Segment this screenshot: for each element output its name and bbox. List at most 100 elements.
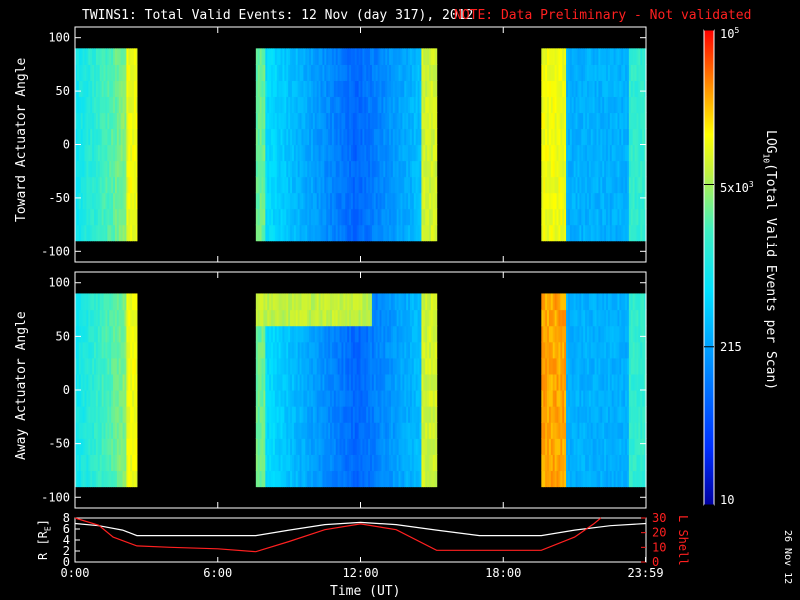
heatmap-cell: [362, 176, 365, 194]
heatmap-cell: [413, 470, 417, 488]
heatmap-cell: [276, 160, 280, 178]
heatmap-cell: [596, 390, 600, 407]
heatmap-cell: [109, 341, 112, 359]
heatmap-cell: [301, 48, 304, 65]
heatmap-cell: [111, 128, 114, 146]
heatmap-cell: [623, 176, 626, 194]
heatmap-cell: [366, 373, 369, 391]
heatmap-cell: [377, 144, 381, 162]
heatmap-cell: [547, 96, 550, 114]
heatmap-cell: [389, 48, 392, 65]
heatmap-cell: [312, 48, 316, 65]
heatmap-cell: [390, 144, 394, 162]
heatmap-cell: [90, 293, 93, 311]
heatmap-cell: [114, 422, 118, 439]
heatmap-cell: [78, 224, 82, 242]
heatmap-cell: [320, 48, 324, 65]
heatmap-cell: [113, 208, 116, 226]
heatmap-cell: [548, 192, 552, 210]
heatmap-cell: [280, 390, 284, 407]
heatmap-cell: [609, 422, 613, 439]
heatmap-cell: [324, 438, 327, 455]
heatmap-cell: [619, 112, 622, 130]
heatmap-cell: [134, 48, 137, 65]
heatmap-cell: [644, 80, 647, 98]
heatmap-cell: [286, 208, 289, 226]
heatmap-cell: [564, 357, 567, 375]
heatmap-cell: [600, 373, 603, 391]
heatmap-cell: [541, 325, 544, 343]
heatmap-cell: [113, 373, 116, 391]
heatmap-cell: [362, 373, 365, 391]
heatmap-cell: [617, 406, 620, 423]
heatmap-cell: [278, 176, 282, 194]
heatmap-cell: [88, 176, 91, 194]
heatmap-cell: [311, 224, 314, 242]
heatmap-cell: [265, 144, 268, 162]
heatmap-cell: [541, 454, 544, 472]
heatmap-cell: [269, 357, 272, 375]
heatmap-cell: [611, 325, 615, 343]
heatmap-cell: [398, 309, 402, 327]
heatmap-cell: [402, 470, 405, 488]
heatmap-cell: [305, 144, 308, 162]
heatmap-cell: [107, 357, 110, 375]
heatmap-cell: [632, 48, 636, 65]
heatmap-cell: [598, 422, 601, 439]
heatmap-cell: [331, 64, 335, 82]
heatmap-cell: [567, 112, 571, 130]
heatmap-cell: [590, 112, 594, 130]
heatmap-cell: [626, 48, 630, 65]
heatmap-cell: [114, 144, 118, 162]
heatmap-cell: [630, 454, 634, 472]
heatmap-cell: [364, 64, 367, 82]
heatmap-cell: [588, 96, 592, 114]
heatmap-cell: [613, 128, 617, 146]
heatmap-cell: [297, 192, 301, 210]
heatmap-cell: [358, 96, 362, 114]
heatmap-cell: [415, 208, 419, 226]
heatmap-cell: [255, 390, 259, 407]
heatmap-cell: [387, 325, 390, 343]
heatmap-cell: [421, 176, 424, 194]
heatmap-cell: [398, 341, 402, 359]
heatmap-cell: [303, 406, 306, 423]
heatmap-cell: [305, 48, 308, 65]
heatmap-cell: [634, 357, 638, 375]
heatmap-cell: [638, 309, 641, 327]
heatmap-cell: [259, 208, 263, 226]
heatmap-cell: [269, 80, 272, 98]
heatmap-cell: [552, 422, 556, 439]
heatmap-cell: [295, 160, 299, 178]
heatmap-cell: [419, 144, 423, 162]
heatmap-cell: [547, 64, 550, 82]
heatmap-cell: [343, 325, 346, 343]
heatmap-cell: [638, 293, 641, 311]
heatmap-cell: [297, 160, 301, 178]
heatmap-cell: [265, 176, 268, 194]
heatmap-cell: [284, 160, 287, 178]
heatmap-cell: [90, 192, 93, 210]
heatmap-cell: [350, 325, 354, 343]
heatmap-cell: [575, 128, 579, 146]
heatmap-cell: [354, 470, 358, 488]
heatmap-cell: [301, 470, 304, 488]
heatmap-cell: [613, 454, 617, 472]
heatmap-cell: [558, 96, 561, 114]
heatmap-cell: [280, 470, 284, 488]
heatmap-cell: [288, 341, 291, 359]
heatmap-cell: [543, 357, 546, 375]
heatmap-cell: [413, 454, 417, 472]
heatmap-cell: [625, 160, 628, 178]
heatmap-cell: [269, 422, 272, 439]
heatmap-cell: [271, 208, 274, 226]
heatmap-cell: [368, 373, 371, 391]
heatmap-cell: [596, 64, 600, 82]
heatmap-cell: [309, 406, 312, 423]
heatmap-cell: [362, 208, 365, 226]
heatmap-cell: [573, 357, 577, 375]
heatmap-cell: [132, 176, 135, 194]
heatmap-cell: [430, 357, 434, 375]
heatmap-cell: [419, 438, 423, 455]
heatmap-cell: [303, 224, 306, 242]
